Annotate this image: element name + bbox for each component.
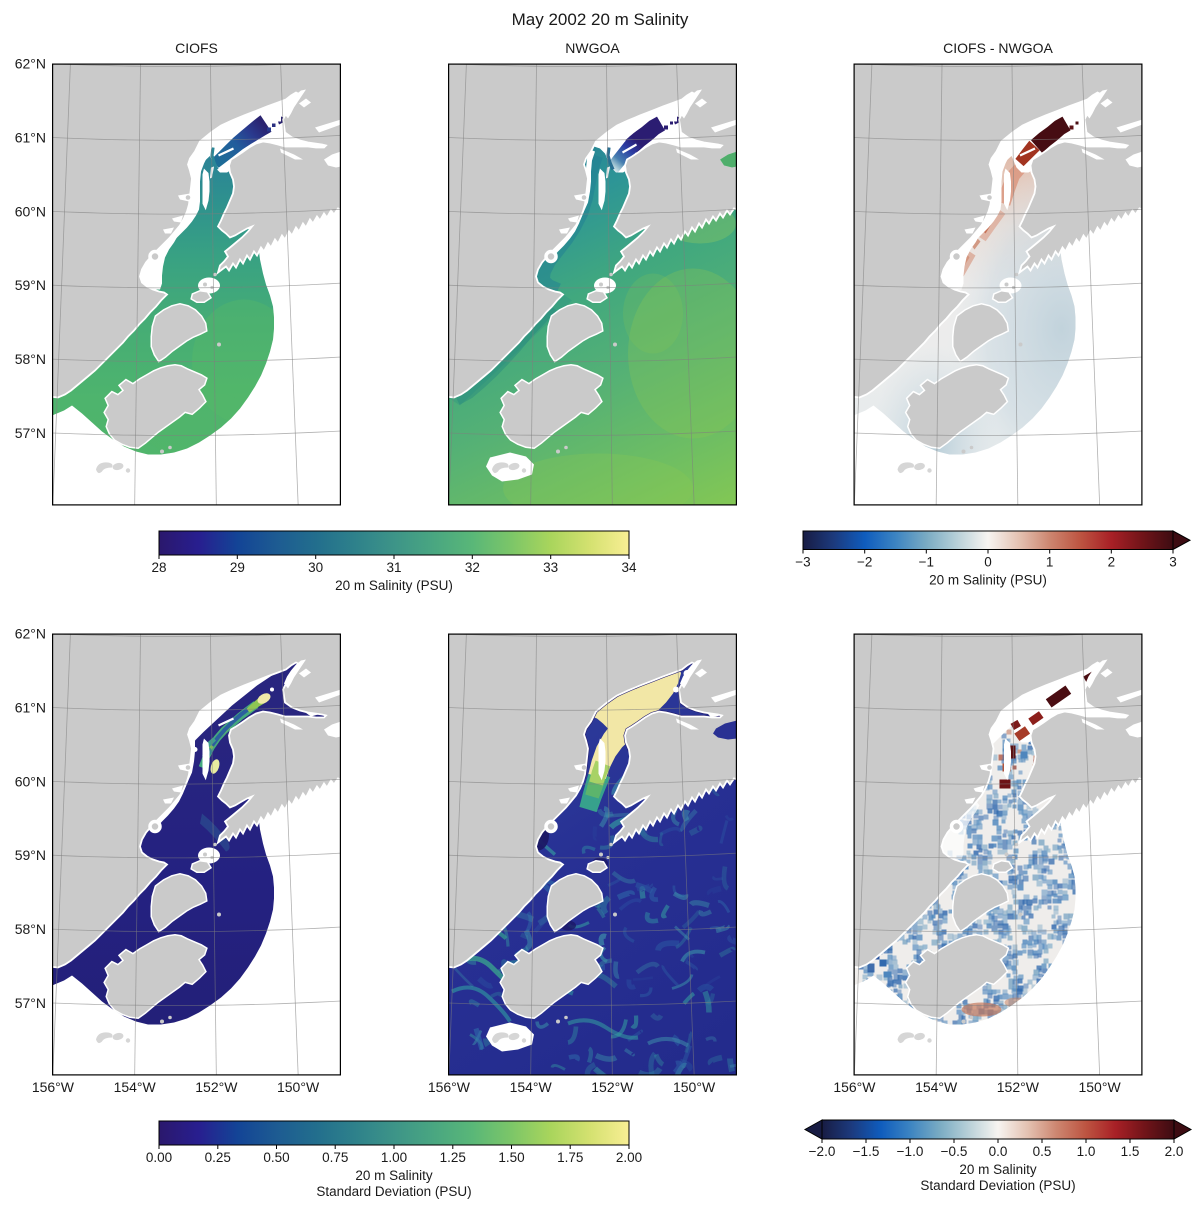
svg-text:−2.0: −2.0 xyxy=(809,1144,836,1159)
svg-text:1.75: 1.75 xyxy=(557,1150,583,1165)
svg-text:2.00: 2.00 xyxy=(616,1150,642,1165)
svg-text:59°N: 59°N xyxy=(15,277,46,293)
svg-text:3: 3 xyxy=(1169,555,1177,570)
svg-text:60°N: 60°N xyxy=(15,203,46,219)
svg-text:0.5: 0.5 xyxy=(1033,1144,1052,1159)
svg-text:1.50: 1.50 xyxy=(498,1150,524,1165)
svg-text:59°N: 59°N xyxy=(15,847,46,863)
svg-text:156°W: 156°W xyxy=(428,1079,471,1095)
svg-text:60°N: 60°N xyxy=(15,773,46,789)
svg-text:2: 2 xyxy=(1108,555,1116,570)
svg-text:58°N: 58°N xyxy=(15,921,46,937)
svg-text:CIOFS - NWGOA: CIOFS - NWGOA xyxy=(943,40,1053,56)
svg-text:57°N: 57°N xyxy=(15,425,46,441)
svg-text:150°W: 150°W xyxy=(1078,1079,1121,1095)
svg-text:20 m Salinity: 20 m Salinity xyxy=(355,1168,433,1183)
svg-text:61°N: 61°N xyxy=(15,699,46,715)
svg-text:31: 31 xyxy=(386,560,401,575)
svg-text:1.0: 1.0 xyxy=(1077,1144,1096,1159)
svg-text:34: 34 xyxy=(621,560,637,575)
svg-text:−1: −1 xyxy=(919,555,934,570)
svg-text:1.00: 1.00 xyxy=(381,1150,407,1165)
svg-text:150°W: 150°W xyxy=(277,1079,320,1095)
svg-text:20 m Salinity (PSU): 20 m Salinity (PSU) xyxy=(335,578,453,593)
svg-text:30: 30 xyxy=(308,560,323,575)
svg-text:29: 29 xyxy=(230,560,245,575)
svg-text:20 m Salinity (PSU): 20 m Salinity (PSU) xyxy=(929,573,1047,588)
svg-text:−2: −2 xyxy=(857,555,872,570)
svg-text:57°N: 57°N xyxy=(15,995,46,1011)
svg-text:−0.5: −0.5 xyxy=(941,1144,968,1159)
svg-text:150°W: 150°W xyxy=(673,1079,716,1095)
svg-text:1.5: 1.5 xyxy=(1121,1144,1140,1159)
svg-text:2.0: 2.0 xyxy=(1165,1144,1184,1159)
svg-text:−1.0: −1.0 xyxy=(897,1144,924,1159)
svg-text:Standard Deviation (PSU): Standard Deviation (PSU) xyxy=(316,1184,471,1199)
svg-text:156°W: 156°W xyxy=(833,1079,876,1095)
svg-text:0.0: 0.0 xyxy=(989,1144,1008,1159)
svg-text:154°W: 154°W xyxy=(915,1079,958,1095)
svg-text:154°W: 154°W xyxy=(114,1079,157,1095)
svg-text:0.00: 0.00 xyxy=(146,1150,172,1165)
svg-text:0.75: 0.75 xyxy=(322,1150,348,1165)
svg-text:32: 32 xyxy=(465,560,480,575)
svg-text:0: 0 xyxy=(984,555,992,570)
svg-text:58°N: 58°N xyxy=(15,351,46,367)
svg-text:Standard Deviation (PSU): Standard Deviation (PSU) xyxy=(920,1178,1075,1193)
svg-text:1: 1 xyxy=(1046,555,1054,570)
svg-text:62°N: 62°N xyxy=(15,626,46,642)
svg-text:−3: −3 xyxy=(795,555,810,570)
svg-text:May 2002 20 m Salinity: May 2002 20 m Salinity xyxy=(512,10,689,29)
svg-text:0.50: 0.50 xyxy=(263,1150,289,1165)
svg-text:152°W: 152°W xyxy=(195,1079,238,1095)
svg-text:62°N: 62°N xyxy=(15,56,46,72)
svg-text:154°W: 154°W xyxy=(510,1079,553,1095)
svg-text:156°W: 156°W xyxy=(32,1079,75,1095)
svg-text:0.25: 0.25 xyxy=(205,1150,231,1165)
svg-text:61°N: 61°N xyxy=(15,129,46,145)
svg-text:CIOFS: CIOFS xyxy=(175,40,218,56)
svg-text:152°W: 152°W xyxy=(997,1079,1040,1095)
svg-text:28: 28 xyxy=(151,560,166,575)
svg-text:NWGOA: NWGOA xyxy=(565,40,620,56)
svg-text:152°W: 152°W xyxy=(591,1079,634,1095)
svg-text:−1.5: −1.5 xyxy=(853,1144,880,1159)
svg-text:20 m Salinity: 20 m Salinity xyxy=(959,1162,1037,1177)
svg-text:33: 33 xyxy=(543,560,558,575)
svg-text:1.25: 1.25 xyxy=(440,1150,466,1165)
